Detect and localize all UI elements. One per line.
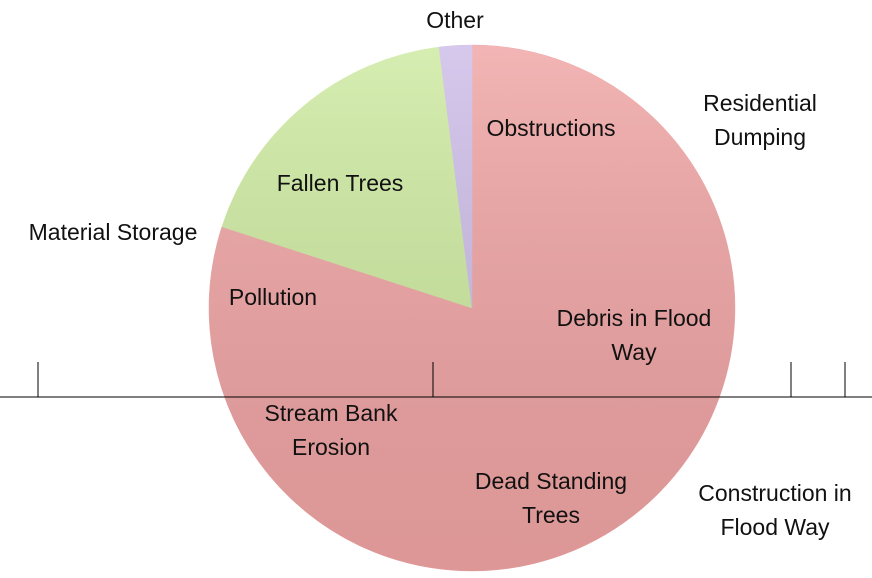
slice-label: Residential Dumping [703, 90, 817, 150]
slice-label: Fallen Trees [276, 170, 404, 196]
slice-label: Pollution [228, 284, 318, 310]
slice-label: Obstructions [486, 115, 616, 141]
slice-label: Construction in Flood Way [698, 480, 852, 540]
slice-label: Dead Standing Trees [474, 468, 628, 528]
pie-shade [209, 45, 735, 571]
slice-label: Material Storage [28, 219, 198, 245]
slice-label: Other [426, 7, 484, 33]
axis-decoration [0, 362, 872, 398]
slice-label: Stream Bank Erosion [264, 400, 398, 460]
slice-label: Debris in Flood Way [556, 305, 712, 365]
